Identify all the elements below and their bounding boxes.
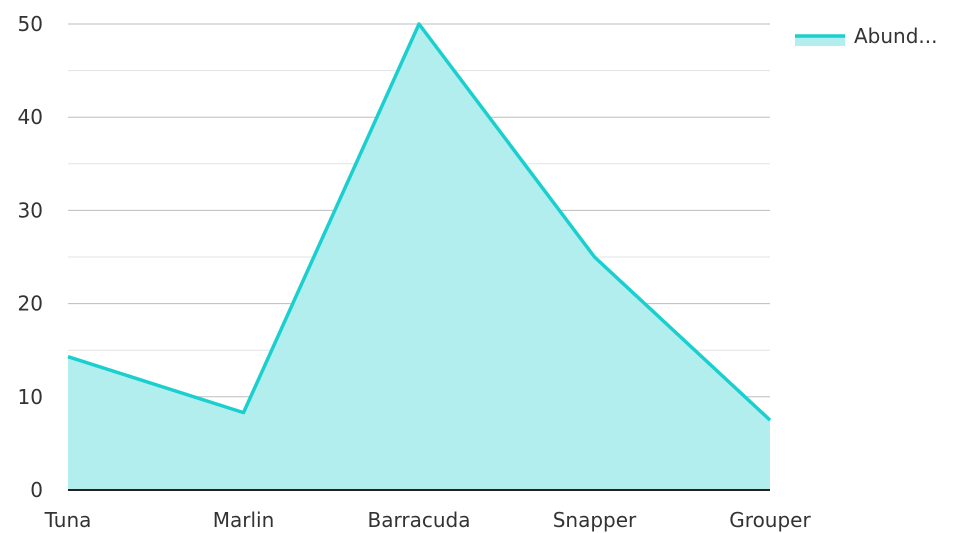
x-tick-label: Tuna	[44, 508, 92, 532]
x-tick-label: Grouper	[729, 508, 811, 532]
legend: Abund...	[795, 24, 938, 48]
y-tick-label: 50	[18, 12, 43, 36]
legend-swatch	[795, 35, 845, 46]
y-tick-label: 20	[18, 292, 43, 316]
x-tick-label: Marlin	[213, 508, 275, 532]
series-points	[67, 23, 771, 421]
y-axis-tick-labels: 0 10 20 30 40 50	[18, 12, 43, 502]
x-axis-tick-labels: Tuna Marlin Barracuda Snapper Grouper	[44, 508, 812, 532]
legend-label: Abund...	[854, 24, 938, 48]
x-tick-label: Snapper	[553, 508, 637, 532]
y-tick-label: 40	[18, 105, 43, 129]
y-tick-label: 0	[30, 478, 43, 502]
y-tick-label: 30	[18, 198, 43, 222]
x-tick-label: Barracuda	[368, 508, 471, 532]
y-tick-label: 10	[18, 385, 43, 409]
series-area-fill	[68, 24, 770, 490]
